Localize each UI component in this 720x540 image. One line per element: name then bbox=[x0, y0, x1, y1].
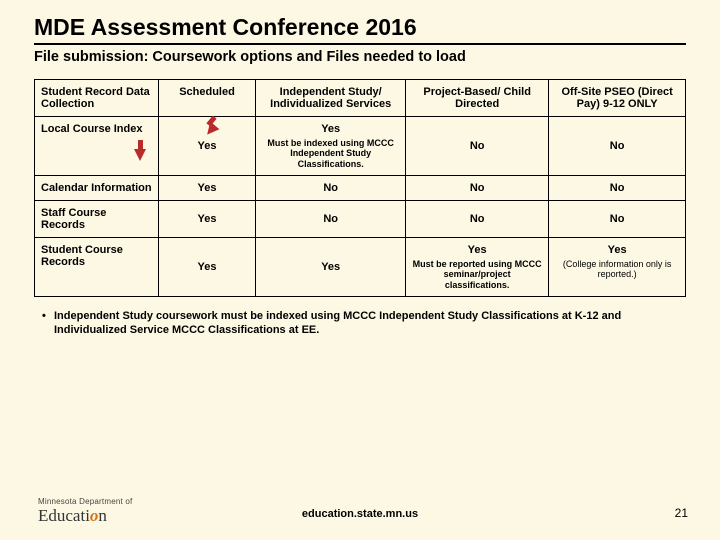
row-label: Student Course Records bbox=[35, 238, 159, 297]
cell-value: Yes bbox=[165, 261, 250, 273]
arrow-down-icon bbox=[134, 149, 146, 161]
cell-note: (College information only is reported.) bbox=[555, 259, 679, 280]
page-subtitle: File submission: Coursework options and … bbox=[34, 49, 686, 65]
cell-value: Yes bbox=[262, 261, 399, 273]
cell-note: Must be indexed using MCCC Independent S… bbox=[262, 138, 399, 169]
cell-value: No bbox=[412, 182, 542, 194]
table-row: Student Course Records Yes Yes Yes Must … bbox=[35, 238, 686, 297]
cell-value: Yes bbox=[412, 244, 542, 256]
table-row: Local Course Index Yes Yes Must be index… bbox=[35, 117, 686, 176]
bullet-note: Independent Study coursework must be ind… bbox=[34, 309, 686, 338]
cell-value: Yes bbox=[165, 182, 250, 194]
table-header-independent: Independent Study/ Individualized Servic… bbox=[256, 80, 406, 117]
cell-note: Must be reported using MCCC seminar/proj… bbox=[412, 259, 542, 290]
row-label: Calendar Information bbox=[35, 176, 159, 201]
cell-value: No bbox=[555, 182, 679, 194]
table-header-pseo: Off-Site PSEO (Direct Pay) 9-12 ONLY bbox=[549, 80, 686, 117]
row-label: Staff Course Records bbox=[35, 201, 159, 238]
cell-value: Yes bbox=[262, 123, 399, 135]
table-header-scheduled: Scheduled bbox=[158, 80, 256, 117]
cell-value: Yes bbox=[165, 213, 250, 225]
table-row: Staff Course Records Yes No No No bbox=[35, 201, 686, 238]
cell-value: No bbox=[262, 213, 399, 225]
coursework-table: Student Record Data Collection Scheduled… bbox=[34, 79, 686, 297]
cell-value: Yes bbox=[555, 244, 679, 256]
page-title: MDE Assessment Conference 2016 bbox=[34, 14, 686, 45]
table-header-rowhead: Student Record Data Collection bbox=[35, 80, 159, 117]
table-row: Calendar Information Yes No No No bbox=[35, 176, 686, 201]
table-header-project: Project-Based/ Child Directed bbox=[406, 80, 549, 117]
cell-value: No bbox=[412, 140, 542, 152]
cell-value: No bbox=[555, 140, 679, 152]
page-number: 21 bbox=[675, 506, 688, 520]
footer-url: education.state.mn.us bbox=[0, 508, 720, 520]
cell-value: Yes bbox=[165, 140, 250, 152]
logo-top-text: Minnesota Department of bbox=[38, 497, 132, 506]
cell-value: No bbox=[555, 213, 679, 225]
cell-value: No bbox=[412, 213, 542, 225]
cell-value: No bbox=[262, 182, 399, 194]
